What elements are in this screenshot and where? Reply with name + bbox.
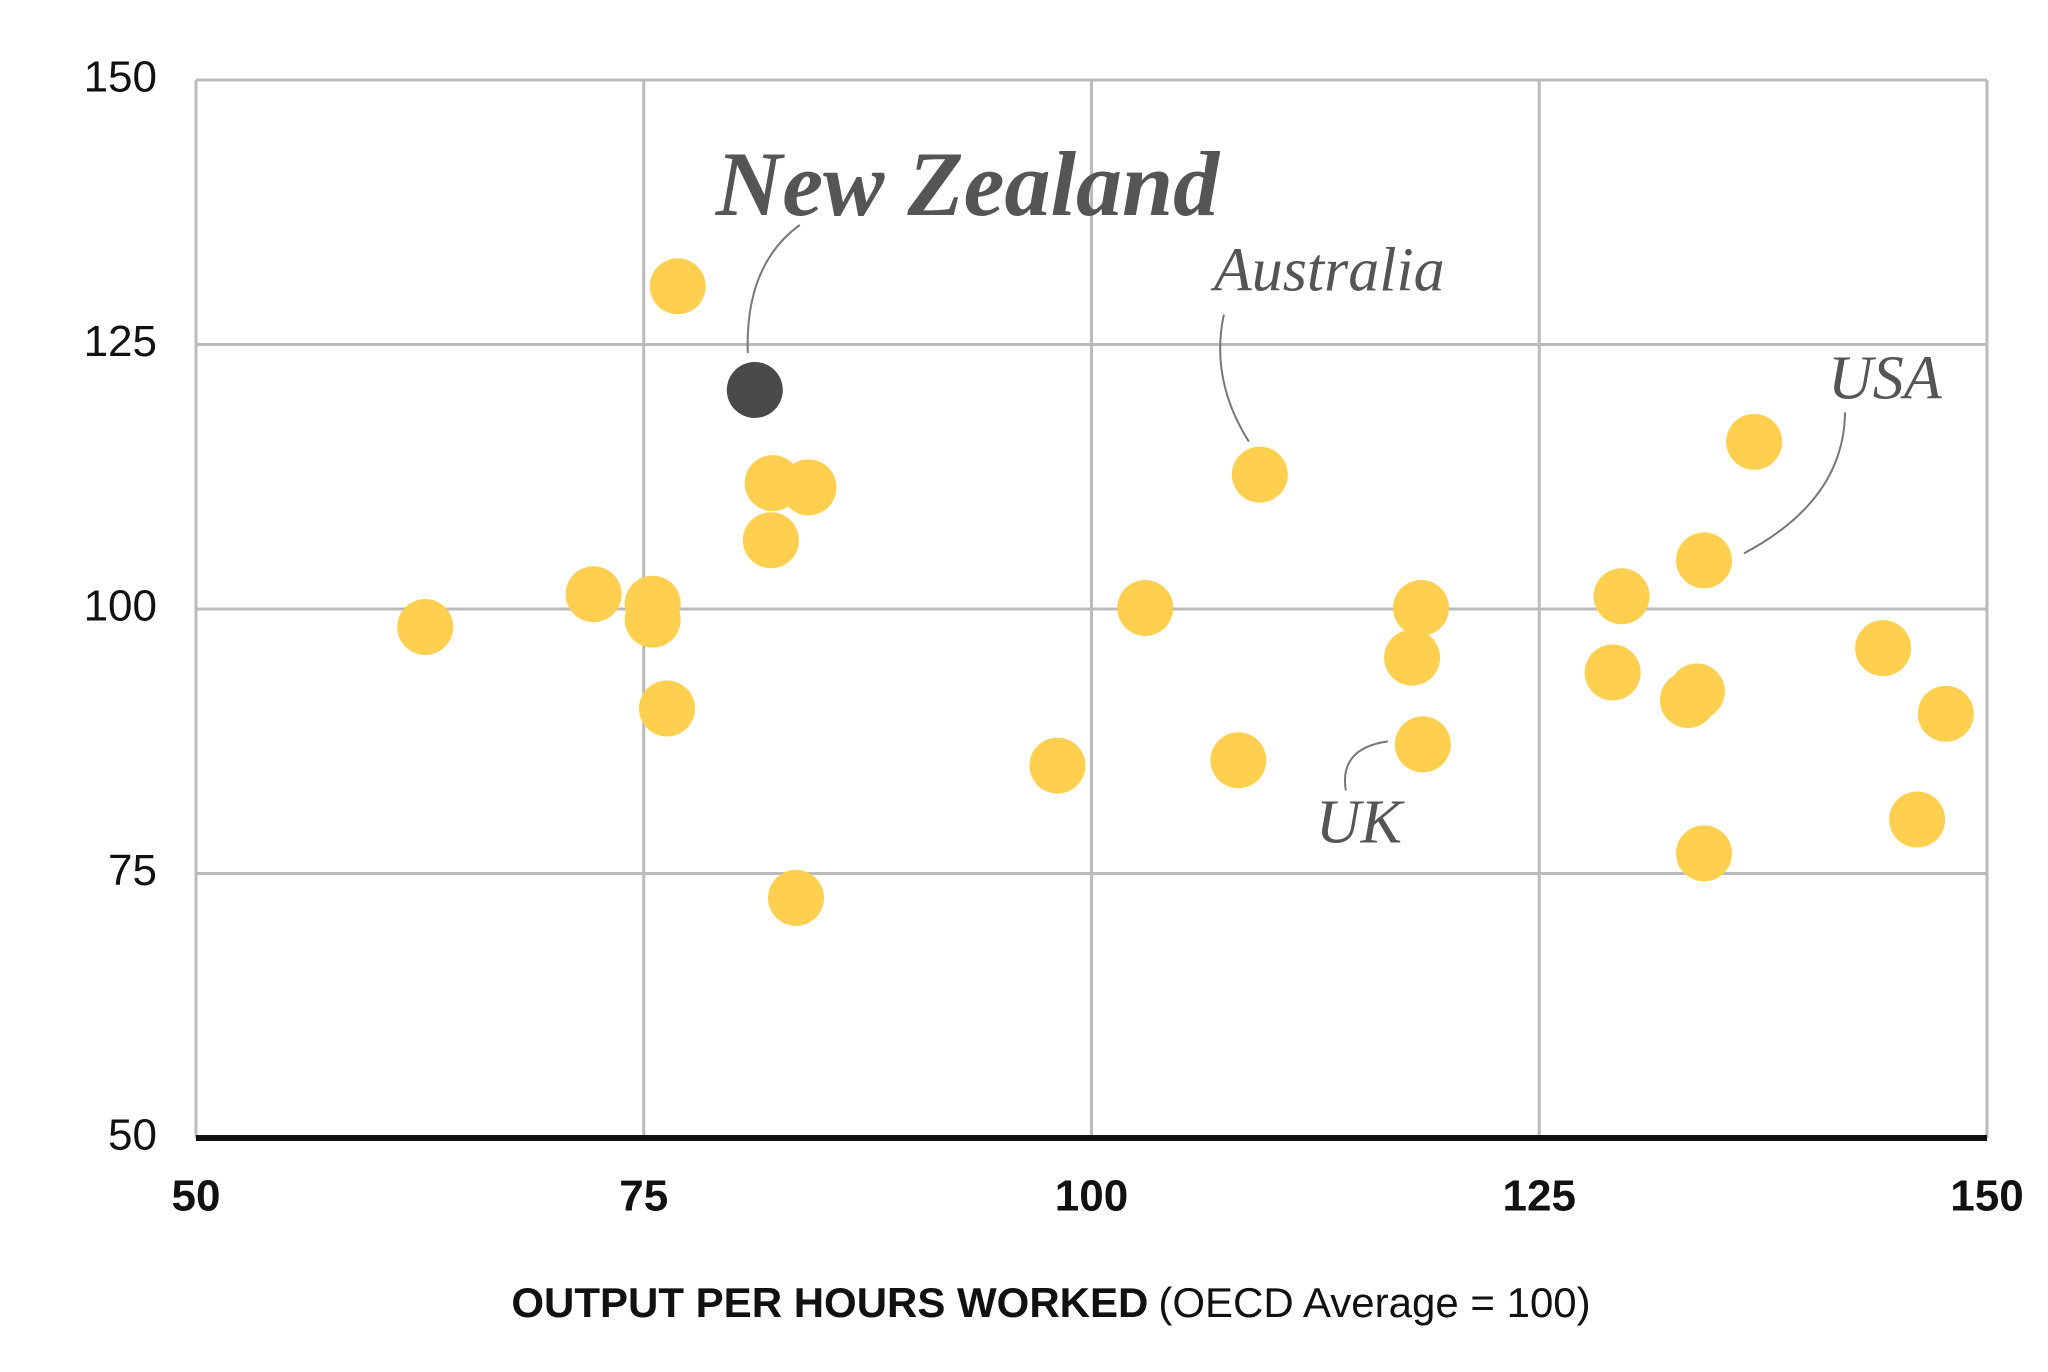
x-tick-label: 100	[1055, 1172, 1128, 1221]
annotation-leader	[746, 224, 801, 354]
annotation-leader	[1219, 314, 1250, 443]
point	[1210, 732, 1267, 789]
annotation-label: UK	[1316, 788, 1406, 856]
annotation-leader	[1343, 740, 1388, 791]
point	[1384, 629, 1441, 686]
point	[1393, 579, 1450, 636]
point	[1855, 620, 1912, 677]
point	[767, 869, 824, 926]
point	[1231, 446, 1288, 503]
point	[1593, 568, 1650, 625]
y-tick-label: 125	[84, 317, 157, 366]
point	[780, 459, 837, 516]
point	[397, 598, 454, 655]
y-tick-label: 75	[108, 846, 157, 895]
y-tick-label: 150	[84, 53, 157, 102]
point	[1584, 644, 1641, 701]
point	[1117, 579, 1174, 636]
x-axis-title: OUTPUT PER HOURS WORKED (OECD Average = 1…	[511, 1279, 1590, 1326]
annotation-leader	[1743, 412, 1847, 555]
highlight-point	[726, 361, 783, 418]
point	[624, 591, 681, 648]
point	[1676, 532, 1733, 589]
point	[1394, 716, 1451, 773]
annotation-label: USA	[1828, 344, 1943, 412]
point	[742, 512, 799, 569]
point	[1889, 791, 1946, 848]
y-tick-label: 100	[84, 582, 157, 631]
x-axis-note: (OECD Average = 100)	[1158, 1279, 1590, 1326]
point	[1917, 685, 1974, 742]
point	[1726, 413, 1783, 470]
annotation-label: New Zealand	[715, 133, 1221, 235]
x-tick-label: 150	[1950, 1172, 2023, 1221]
point	[1029, 737, 1086, 794]
x-tick-label: 125	[1503, 1172, 1576, 1221]
point	[565, 566, 622, 623]
point	[1668, 663, 1725, 720]
point	[649, 258, 706, 315]
x-tick-label: 75	[619, 1172, 668, 1221]
point	[1676, 825, 1733, 882]
point	[639, 680, 696, 737]
y-tick-label: 50	[108, 1111, 157, 1160]
x-tick-label: 50	[172, 1172, 221, 1221]
annotation-label: Australia	[1210, 237, 1445, 305]
x-axis-label: OUTPUT PER HOURS WORKED	[511, 1279, 1148, 1326]
